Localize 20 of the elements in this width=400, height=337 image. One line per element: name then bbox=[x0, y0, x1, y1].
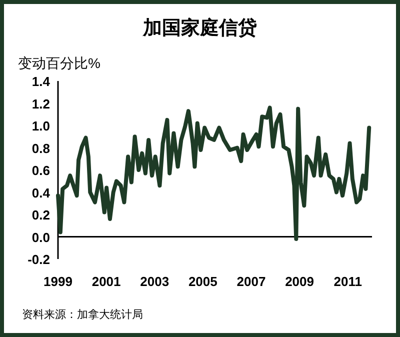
y-tick-label: 0.8 bbox=[32, 140, 50, 156]
x-tick-label: 2011 bbox=[334, 274, 362, 289]
x-tick-label: 2003 bbox=[140, 274, 170, 289]
chart-title: 加国家庭信贷 bbox=[142, 17, 257, 39]
y-axis-title: 变动百分比% bbox=[18, 55, 100, 71]
x-tick-label: 2009 bbox=[285, 274, 314, 289]
x-tick-label: 2007 bbox=[236, 274, 266, 289]
y-tick-label: 1.4 bbox=[32, 74, 51, 89]
y-tick-label: -0.2 bbox=[28, 252, 50, 267]
x-tick-label: 2001 bbox=[92, 274, 121, 289]
y-tick-label: 0.0 bbox=[32, 230, 50, 245]
text: 资料来源：加拿大统计局 bbox=[22, 308, 143, 321]
y-tick-label: 0.6 bbox=[32, 163, 50, 178]
y-tick-label: 0.2 bbox=[32, 208, 50, 222]
y-tick-label: 1.2 bbox=[32, 96, 50, 112]
y-tick-label: 0.4 bbox=[32, 185, 51, 200]
line-series bbox=[56, 106, 372, 241]
x-tick-label: 2005 bbox=[188, 274, 218, 289]
y-tick-label: 1.0 bbox=[32, 118, 50, 134]
x-tick-label: 1999 bbox=[44, 274, 72, 289]
